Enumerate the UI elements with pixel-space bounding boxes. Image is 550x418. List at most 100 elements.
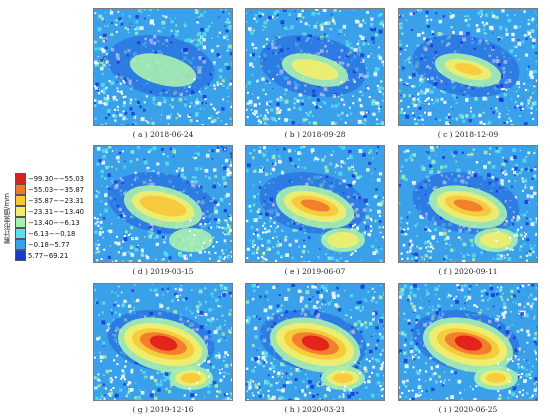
pixel-speck <box>122 13 124 15</box>
pixel-speck <box>305 182 309 186</box>
pixel-speck <box>278 294 281 296</box>
pixel-speck <box>370 393 375 398</box>
pixel-speck <box>309 110 312 114</box>
legend-swatch <box>15 250 26 261</box>
pixel-speck <box>484 251 486 253</box>
pixel-speck <box>284 89 287 92</box>
pixel-speck <box>434 228 438 232</box>
pixel-speck <box>374 358 377 361</box>
pixel-speck <box>331 104 335 108</box>
pixel-speck <box>372 228 374 230</box>
pixel-speck <box>332 398 335 401</box>
pixel-speck <box>495 290 498 292</box>
pixel-speck <box>300 99 304 103</box>
pixel-speck <box>115 54 120 58</box>
pixel-speck <box>193 187 195 189</box>
pixel-speck <box>468 291 470 293</box>
pixel-speck <box>418 247 421 250</box>
pixel-speck <box>149 38 153 43</box>
pixel-speck <box>279 48 284 52</box>
pixel-speck <box>348 387 353 392</box>
pixel-speck <box>246 21 248 23</box>
pixel-speck <box>102 91 105 94</box>
pixel-speck <box>198 250 203 254</box>
pixel-speck <box>429 43 433 48</box>
pixel-speck <box>445 247 447 249</box>
pixel-speck <box>223 35 227 39</box>
pixel-speck <box>325 252 328 255</box>
pixel-speck <box>506 13 509 17</box>
pixel-speck <box>167 284 170 288</box>
pixel-speck <box>412 100 416 103</box>
pixel-speck <box>342 192 345 194</box>
pixel-speck <box>284 235 288 239</box>
pixel-speck <box>217 36 219 38</box>
pixel-speck <box>487 52 489 54</box>
pixel-speck <box>415 342 419 346</box>
pixel-speck <box>340 257 342 260</box>
pixel-speck <box>231 241 233 243</box>
pixel-speck <box>193 66 196 69</box>
pixel-speck <box>340 25 343 29</box>
pixel-speck <box>272 181 275 184</box>
pixel-speck <box>449 165 452 168</box>
pixel-speck <box>499 35 502 38</box>
map-frame <box>93 145 233 263</box>
pixel-speck <box>361 290 365 294</box>
pixel-speck <box>455 299 459 304</box>
pixel-speck <box>482 111 485 114</box>
pixel-speck <box>258 55 261 58</box>
pixel-speck <box>164 28 169 32</box>
pixel-speck <box>264 93 267 96</box>
pixel-speck <box>376 358 381 363</box>
pixel-speck <box>472 171 475 174</box>
legend-range-label: −0.18−5.77 <box>28 240 70 249</box>
pixel-speck <box>212 236 215 239</box>
pixel-speck <box>314 52 319 57</box>
pixel-speck <box>195 191 199 194</box>
pixel-speck <box>487 299 490 302</box>
pixel-speck <box>450 105 453 108</box>
pixel-speck <box>529 85 531 87</box>
pixel-speck <box>271 395 276 400</box>
pixel-speck <box>412 112 414 115</box>
pixel-speck <box>382 184 385 189</box>
pixel-speck <box>443 11 445 14</box>
pixel-speck <box>133 284 136 286</box>
pixel-speck <box>100 384 102 386</box>
pixel-speck <box>152 50 154 52</box>
pixel-speck <box>215 225 219 229</box>
pixel-speck <box>410 36 413 39</box>
pixel-speck <box>162 235 165 239</box>
pixel-speck <box>119 189 123 193</box>
pixel-speck <box>535 232 538 236</box>
pixel-speck <box>256 210 260 214</box>
no-data-pixel <box>101 231 104 234</box>
pixel-speck <box>111 48 115 52</box>
pixel-speck <box>465 174 467 176</box>
pixel-speck <box>274 46 278 50</box>
no-data-pixel <box>188 387 191 390</box>
deformation-map <box>93 283 233 401</box>
pixel-speck <box>105 60 110 64</box>
pixel-speck <box>190 113 193 116</box>
pixel-speck <box>419 84 421 86</box>
pixel-speck <box>373 311 378 316</box>
pixel-speck <box>204 192 207 195</box>
pixel-speck <box>454 160 458 165</box>
pixel-speck <box>135 173 137 175</box>
no-data-pixel <box>252 380 255 383</box>
no-data-pixel <box>403 112 406 114</box>
pixel-speck <box>181 285 183 287</box>
no-data-pixel <box>264 227 267 230</box>
no-data-pixel <box>191 398 194 401</box>
pixel-speck <box>307 285 309 288</box>
pixel-speck <box>500 36 504 40</box>
pixel-speck <box>172 156 175 158</box>
pixel-speck <box>157 183 160 185</box>
pixel-speck <box>146 82 149 85</box>
pixel-speck <box>108 187 111 190</box>
no-data-pixel <box>427 228 430 231</box>
pixel-speck <box>316 11 318 12</box>
pixel-speck <box>178 114 182 118</box>
